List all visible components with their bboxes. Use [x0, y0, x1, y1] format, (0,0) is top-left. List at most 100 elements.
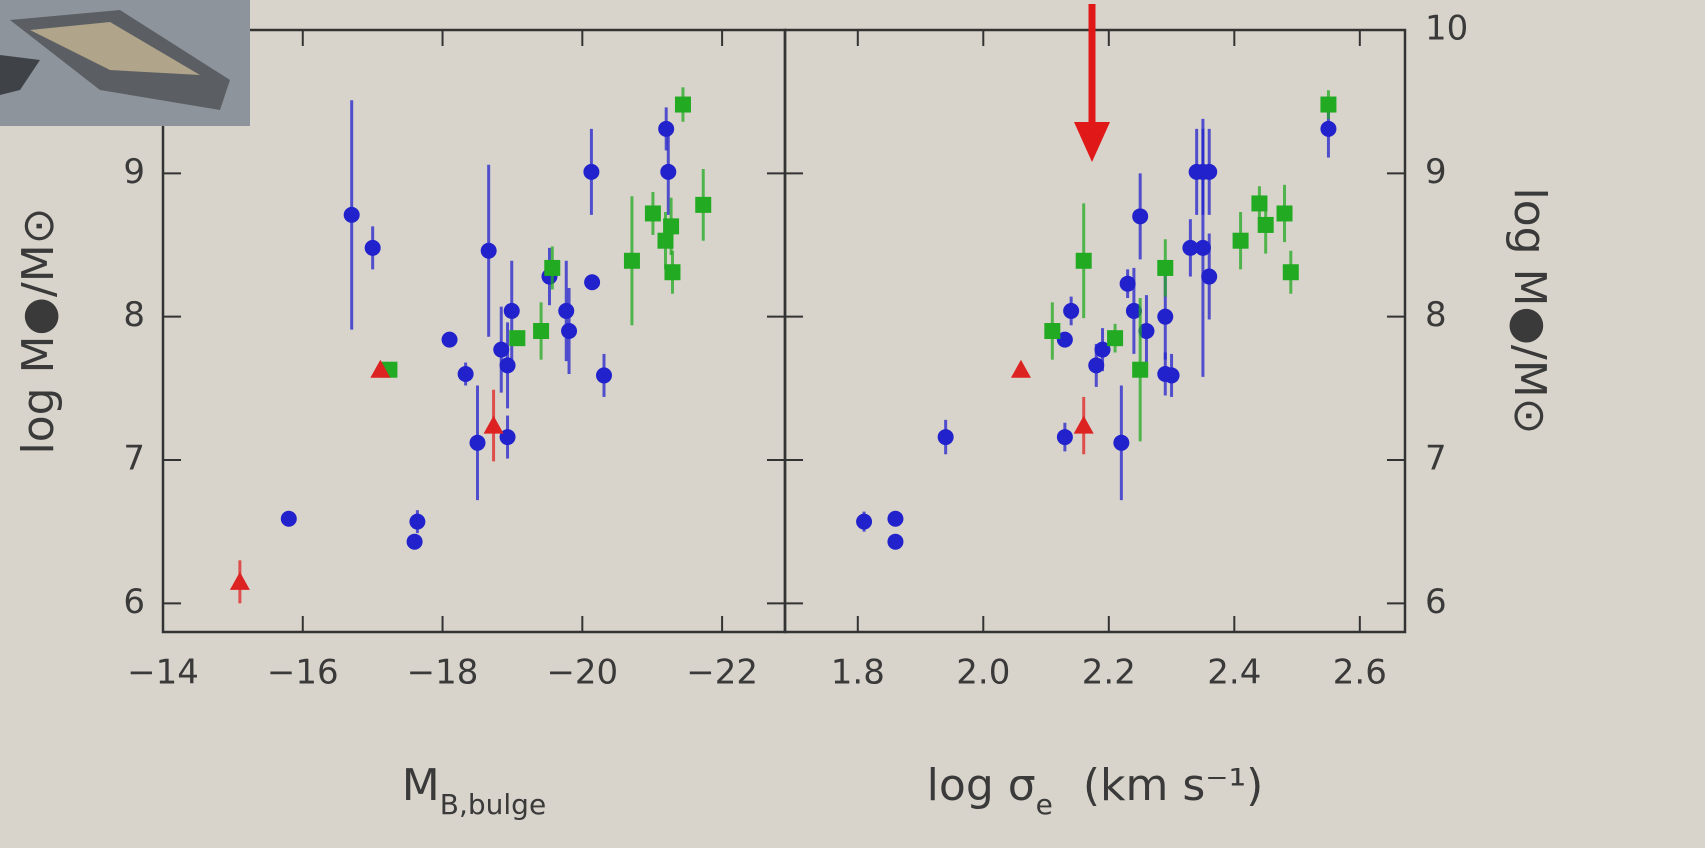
point	[1232, 232, 1249, 249]
point	[657, 232, 674, 249]
y-tick-label: 8	[123, 295, 145, 335]
panel: −14 −16 −18 −20 −22 6 7 8 9 MB,bulge log M●/M⊙	[13, 28, 787, 821]
x-tick-label: −22	[686, 653, 758, 693]
point	[623, 252, 640, 269]
x-axis-label-main: M	[402, 760, 440, 811]
point	[370, 359, 391, 378]
point	[1251, 195, 1268, 212]
point	[1010, 359, 1031, 378]
point	[1075, 252, 1092, 269]
y-tick-label: 8	[1425, 295, 1447, 335]
point	[644, 205, 661, 222]
point	[1157, 308, 1174, 325]
point	[1063, 302, 1080, 319]
point	[1056, 429, 1073, 446]
point	[1201, 163, 1218, 180]
point	[1113, 434, 1130, 451]
point	[229, 571, 250, 590]
y-tick-label: 6	[123, 582, 145, 622]
x-tick-label: −14	[127, 653, 199, 693]
point	[664, 264, 681, 281]
point	[1163, 367, 1180, 384]
point	[1132, 361, 1149, 378]
point	[1182, 239, 1199, 256]
y-tick-label: 7	[123, 439, 145, 479]
y-tick-label: 9	[1425, 152, 1447, 192]
point	[674, 96, 691, 113]
y-axis-label: log M●/M⊙	[13, 207, 64, 454]
point	[584, 274, 601, 291]
point	[1201, 268, 1218, 285]
point	[1056, 331, 1073, 348]
point	[1138, 323, 1155, 339]
point	[1194, 239, 1211, 256]
point	[469, 434, 486, 451]
point	[533, 323, 550, 339]
x-axis-label-sub: B,bulge	[440, 788, 546, 821]
point	[343, 206, 360, 223]
y-tick-label: 7	[1425, 439, 1447, 479]
point	[583, 163, 600, 180]
x-axis-label-main: log σ	[927, 760, 1036, 811]
point	[499, 357, 516, 374]
point	[660, 163, 677, 180]
point	[1320, 120, 1337, 137]
point	[887, 533, 904, 550]
point	[1132, 208, 1149, 225]
x-axis-label-rest: (km s⁻¹)	[1083, 760, 1263, 811]
x-tick-label: −20	[546, 653, 618, 693]
y-tick-label: 6	[1425, 582, 1447, 622]
point	[1088, 357, 1105, 374]
point	[1157, 259, 1174, 276]
x-tick-label: −16	[267, 653, 339, 693]
point	[280, 510, 297, 527]
point	[1073, 415, 1094, 434]
point	[457, 366, 474, 382]
y-tick-label: 10	[1425, 9, 1468, 49]
point	[503, 302, 520, 319]
point	[509, 330, 526, 347]
point	[409, 513, 426, 530]
y-axis-label: log M●/M⊙	[1504, 187, 1555, 434]
point	[1282, 264, 1299, 281]
point	[695, 196, 712, 213]
point	[493, 341, 510, 358]
x-axis-label-sub: e	[1036, 788, 1053, 821]
point	[856, 513, 873, 530]
point	[1257, 216, 1274, 233]
point	[558, 302, 575, 319]
point	[1125, 302, 1142, 319]
point	[1107, 330, 1124, 347]
point	[1276, 205, 1293, 222]
x-tick-label: 2.6	[1333, 653, 1387, 693]
point	[483, 415, 504, 434]
point	[1044, 323, 1061, 339]
point	[1094, 341, 1111, 358]
point	[499, 429, 516, 446]
photo-thumbnail	[0, 0, 250, 126]
y-tick-label: 9	[123, 152, 145, 192]
x-tick-label: 2.4	[1207, 653, 1261, 693]
x-tick-label: 1.8	[831, 653, 885, 693]
point	[658, 120, 675, 137]
point	[441, 331, 458, 348]
point	[595, 367, 612, 384]
point	[544, 259, 561, 276]
x-tick-label: −18	[407, 653, 479, 693]
x-axis-label: MB,bulge	[402, 760, 546, 821]
point	[937, 429, 954, 446]
x-tick-label: 2.0	[956, 653, 1010, 693]
annotation-arrow	[1074, 4, 1110, 162]
point	[1320, 96, 1337, 113]
point	[480, 242, 497, 259]
point	[663, 218, 680, 235]
point	[1119, 275, 1136, 292]
point	[887, 510, 904, 527]
x-tick-label: 2.2	[1082, 653, 1136, 693]
point	[406, 533, 423, 550]
point	[561, 323, 578, 339]
x-axis-label: log σe (km s⁻¹)	[927, 760, 1264, 821]
point	[364, 239, 381, 256]
